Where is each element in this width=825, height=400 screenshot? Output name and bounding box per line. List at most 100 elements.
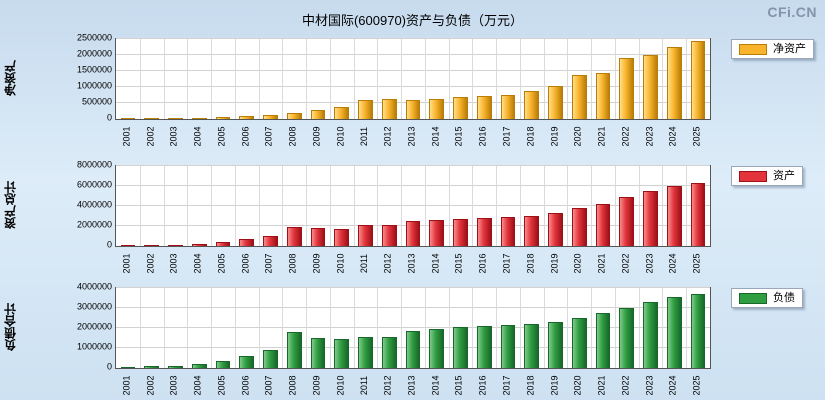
y-tick-label: 1000000: [76, 341, 112, 352]
x-tick-cell: 2018: [519, 120, 543, 154]
x-tick-cell: 2014: [424, 247, 448, 281]
bar-2006: [239, 239, 255, 246]
v-gridline: [424, 288, 426, 368]
x-tick-label: 2022: [620, 375, 631, 396]
bar-2020: [571, 74, 587, 119]
x-tick-label: 2014: [430, 126, 441, 147]
bar-2019: [548, 213, 563, 246]
bar-2004: [191, 364, 207, 368]
x-tick-cell: 2023: [638, 120, 662, 154]
bar-2007: [263, 350, 278, 368]
x-tick-label: 2017: [501, 253, 512, 274]
bar-2013: [405, 331, 421, 368]
x-tick-cell: 2016: [471, 120, 495, 154]
bar-2002: [144, 245, 159, 246]
v-gridline: [496, 166, 498, 246]
bar-2011: [358, 225, 373, 246]
bar-2006: [239, 355, 255, 368]
h-gridline: [116, 327, 710, 328]
x-tick-cell: 2006: [234, 120, 258, 154]
bar-2020: [571, 207, 587, 246]
x-tick-cell: 2011: [353, 247, 377, 281]
x-tick-cell: 2008: [281, 120, 305, 154]
bar-2012: [381, 99, 397, 119]
bar-2024: [666, 297, 682, 368]
x-tick-label: 2014: [430, 375, 441, 396]
bar-2010: [334, 228, 350, 246]
y-tick-label: 8000000: [76, 159, 112, 170]
bar-2010: [334, 339, 350, 368]
x-tick-label: 2009: [311, 253, 322, 274]
x-tick-cell: 2015: [448, 120, 472, 154]
x-tick-label: 2011: [358, 253, 369, 274]
v-gridline: [496, 39, 498, 119]
v-gridline: [401, 166, 403, 246]
v-gridline: [163, 166, 165, 246]
bar-2025: [690, 183, 706, 246]
v-gridline: [638, 288, 640, 368]
h-gridline: [116, 86, 710, 87]
x-tick-cell: 2025: [685, 369, 709, 400]
v-gridline: [377, 288, 379, 368]
v-gridline: [567, 39, 569, 119]
y-axis: 0 1000000 2000000 3000000 4000000: [20, 282, 112, 371]
v-gridline: [258, 288, 260, 368]
bar-2021: [595, 313, 611, 368]
y-axis: 0 2000000 4000000 6000000 8000000: [20, 160, 112, 249]
x-tick-label: 2019: [549, 375, 560, 396]
v-gridline: [686, 166, 688, 246]
x-tick-cell: 2020: [566, 120, 590, 154]
x-tick-cell: 2011: [353, 369, 377, 400]
h-gridline: [116, 307, 710, 308]
v-gridline: [187, 166, 189, 246]
bar-2003: [168, 118, 183, 119]
bar-2008: [286, 113, 302, 119]
y-tick-label: 1500000: [76, 64, 112, 75]
v-gridline: [662, 39, 664, 119]
x-tick-label: 2020: [572, 253, 583, 274]
v-gridline: [686, 39, 688, 119]
x-tick-label: 2018: [525, 126, 536, 147]
cfi-logo: CFi.CN: [767, 4, 817, 20]
x-tick-label: 2018: [525, 375, 536, 396]
legend: 负债: [731, 288, 803, 308]
x-tick-label: 2007: [263, 253, 274, 274]
y-tick-label: 1000000: [76, 80, 112, 91]
x-tick-cell: 2019: [543, 120, 567, 154]
y-tick-label: 6000000: [76, 179, 112, 190]
v-gridline: [543, 288, 545, 368]
bar-2014: [429, 329, 445, 368]
bar-2023: [643, 191, 658, 246]
bar-2007: [263, 235, 278, 246]
v-gridline: [187, 288, 189, 368]
v-gridline: [258, 39, 260, 119]
bar-2001: [120, 366, 136, 368]
bar-2004: [191, 243, 207, 246]
x-tick-cell: 2004: [186, 120, 210, 154]
x-tick-label: 2023: [644, 375, 655, 396]
v-gridline: [401, 288, 403, 368]
x-tick-cell: 2009: [305, 247, 329, 281]
x-tick-label: 2009: [311, 375, 322, 396]
x-tick-label: 2006: [240, 253, 251, 274]
legend-label: 负债: [773, 291, 795, 304]
x-tick-cell: 2003: [163, 120, 187, 154]
x-tick-cell: 2012: [376, 247, 400, 281]
v-gridline: [234, 166, 236, 246]
x-tick-label: 2008: [287, 375, 298, 396]
x-tick-label: 2002: [145, 126, 156, 147]
x-tick-cell: 2013: [400, 120, 424, 154]
x-tick-label: 2025: [691, 375, 702, 396]
bar-2005: [215, 361, 231, 368]
v-gridline: [211, 288, 213, 368]
x-tick-cell: 2022: [614, 247, 638, 281]
bar-2018: [524, 215, 540, 246]
x-tick-cell: 2007: [258, 120, 282, 154]
x-tick-cell: 2015: [448, 369, 472, 400]
v-gridline: [234, 288, 236, 368]
v-gridline: [139, 288, 141, 368]
x-tick-label: 2006: [240, 126, 251, 147]
x-tick-label: 2013: [406, 126, 417, 147]
v-gridline: [282, 39, 284, 119]
